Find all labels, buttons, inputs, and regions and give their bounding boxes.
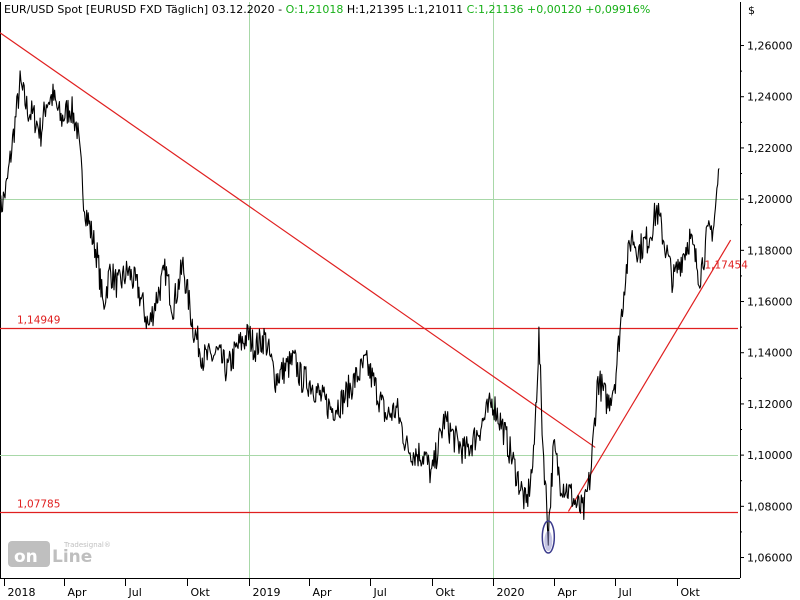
y-tick-label: 1,06000	[747, 552, 793, 565]
ohlc-high: H:1,21395	[347, 3, 408, 16]
logo-brand: Tradesignal®	[63, 541, 111, 549]
x-tick-label: Jul	[618, 586, 632, 599]
x-tick-label: Okt	[436, 586, 456, 599]
ohlc-open: O:1,21018	[286, 3, 347, 16]
dip-marker	[541, 520, 556, 554]
chart-header: EUR/USD Spot [EURUSD FXD Täglich] 03.12.…	[4, 3, 650, 16]
change-value: +0,00120	[527, 3, 585, 16]
dip-marker-fill	[544, 531, 553, 552]
x-tick-label: Apr	[558, 586, 578, 599]
y-tick-label: 1,16000	[747, 296, 793, 309]
x-tick-label: Okt	[191, 586, 211, 599]
y-tick-label: 1,08000	[747, 500, 793, 513]
logo-text-on: on	[14, 547, 38, 567]
trendline-label: 1,17454	[704, 259, 748, 271]
y-tick-label: 1,22000	[747, 142, 793, 155]
x-tick-label: 2018	[8, 586, 36, 599]
currency-label: $	[748, 4, 755, 17]
y-tick-label: 1,18000	[747, 244, 793, 257]
level-label: 1,14949	[17, 315, 60, 327]
price-line	[0, 70, 720, 546]
logo-badge	[8, 541, 50, 567]
y-tick-label: 1,24000	[747, 91, 793, 104]
ohlc-close: C:1,21136	[467, 3, 527, 16]
y-tick-label: 1,14000	[747, 347, 793, 360]
instrument-label: EUR/USD Spot [EURUSD FXD Täglich] 03.12.…	[4, 3, 286, 16]
logo-text-line: Line	[52, 547, 92, 567]
x-tick-label: 2019	[253, 586, 281, 599]
ohlc-low: L:1,21011	[408, 3, 467, 16]
x-tick-label: Jul	[373, 586, 387, 599]
y-tick-label: 1,10000	[747, 449, 793, 462]
y-tick-label: 1,20000	[747, 193, 793, 206]
y-tick-label: 1,26000	[747, 40, 793, 53]
trend-line	[0, 32, 596, 448]
x-tick-label: Apr	[68, 586, 88, 599]
trend-line	[567, 239, 732, 512]
change-percent: +0,09916%	[585, 3, 650, 16]
x-tick-label: Okt	[681, 586, 701, 599]
y-tick-label: 1,12000	[747, 398, 793, 411]
x-tick-label: Apr	[313, 586, 333, 599]
x-tick-label: 2020	[497, 586, 525, 599]
x-tick-label: Jul	[128, 586, 142, 599]
level-label: 1,07785	[17, 499, 60, 511]
